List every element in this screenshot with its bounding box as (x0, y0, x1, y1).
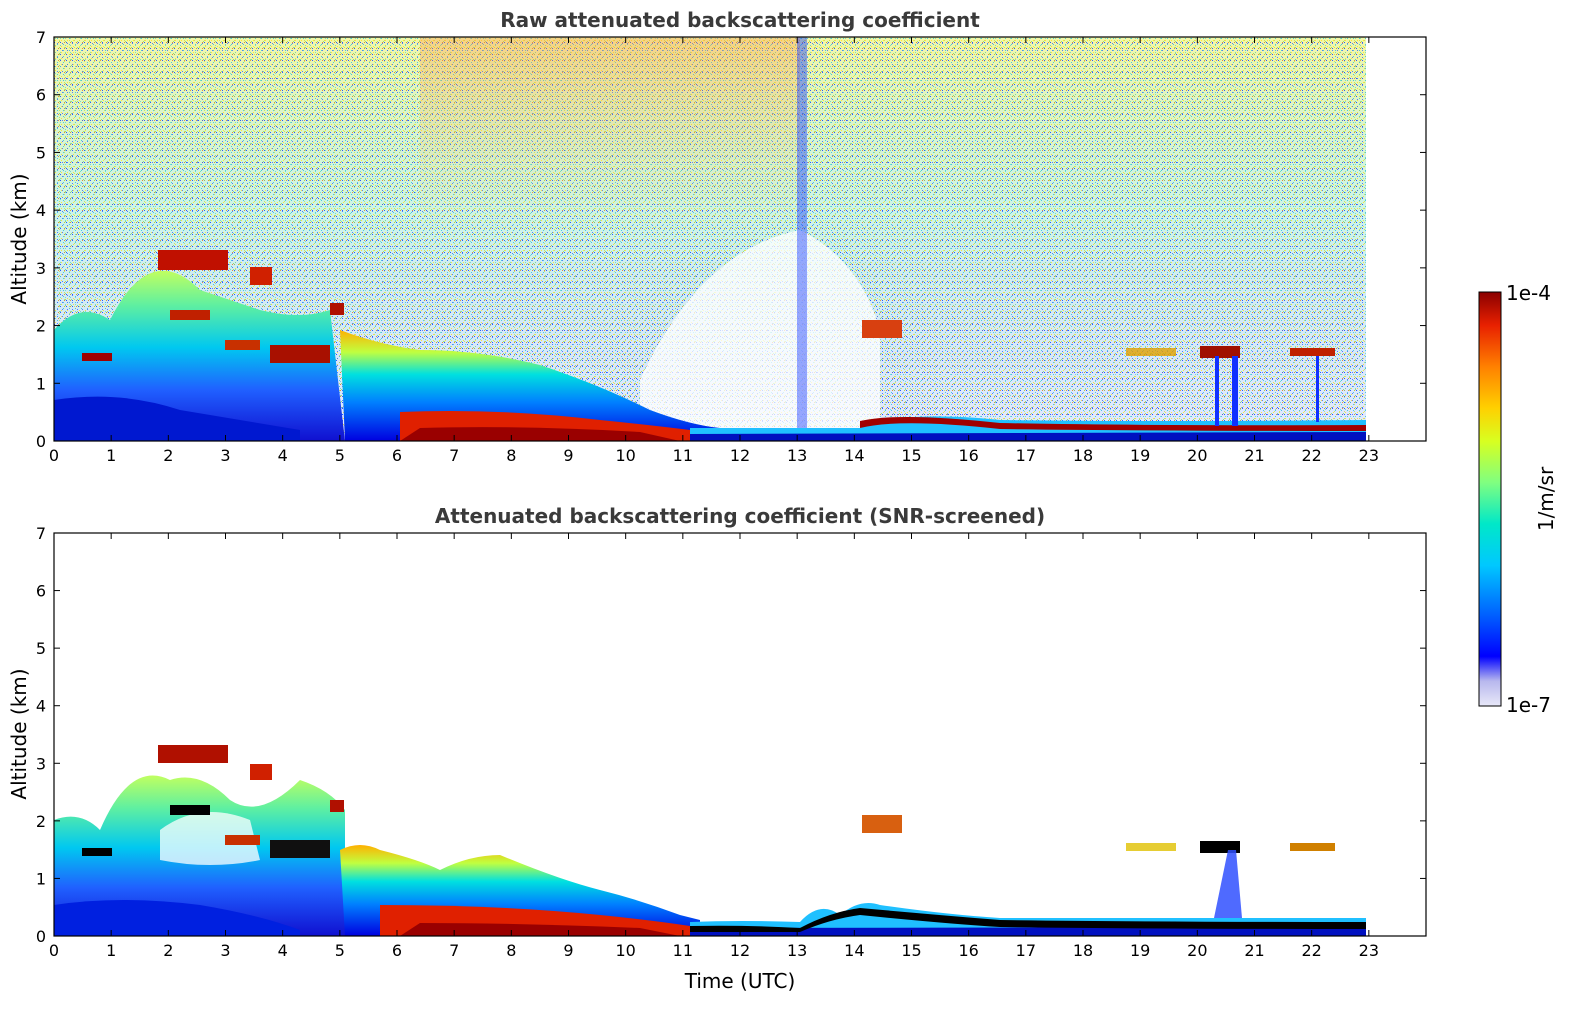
snr-panel-title: Attenuated backscattering coefficient (S… (435, 504, 1045, 528)
x-tick-label: 4 (278, 446, 288, 465)
x-tick-label: 22 (1301, 941, 1321, 960)
y-tick-label: 5 (36, 143, 46, 162)
x-tick-label: 23 (1359, 446, 1379, 465)
y-tick-label: 6 (36, 582, 46, 601)
x-tick-label: 2 (163, 446, 173, 465)
colorbar-max-label: 1e-4 (1506, 281, 1551, 305)
snr-heatmap-image (54, 745, 1366, 936)
colorbar: 1e-4 1e-7 1/m/sr (1478, 281, 1558, 717)
x-tick-label: 11 (673, 941, 693, 960)
x-tick-label: 6 (392, 446, 402, 465)
x-tick-label: 1 (106, 941, 116, 960)
x-tick-label: 18 (1073, 446, 1093, 465)
snr-y-axis: 0 1 2 3 4 5 6 7 (36, 524, 1426, 946)
x-tick-label: 21 (1244, 446, 1264, 465)
x-tick-label: 20 (1187, 446, 1207, 465)
x-tick-label: 20 (1187, 941, 1207, 960)
snr-y-axis-label: Altitude (km) (7, 668, 31, 799)
x-tick-label: 22 (1301, 446, 1321, 465)
x-tick-label: 1 (106, 446, 116, 465)
x-tick-label: 5 (335, 446, 345, 465)
x-tick-label: 7 (449, 446, 459, 465)
x-tick-label: 9 (563, 446, 573, 465)
x-tick-label: 23 (1359, 941, 1379, 960)
y-tick-label: 1 (36, 374, 46, 393)
x-tick-label: 11 (673, 446, 693, 465)
y-tick-label: 5 (36, 639, 46, 658)
y-tick-label: 0 (36, 432, 46, 451)
raw-heatmap-image (54, 37, 1426, 441)
x-tick-label: 2 (163, 941, 173, 960)
y-tick-label: 4 (36, 201, 46, 220)
y-tick-label: 3 (36, 754, 46, 773)
x-tick-label: 18 (1073, 941, 1093, 960)
colorbar-min-label: 1e-7 (1506, 693, 1551, 717)
y-tick-label: 4 (36, 697, 46, 716)
x-tick-label: 3 (220, 446, 230, 465)
x-tick-label: 0 (49, 446, 59, 465)
x-tick-label: 5 (335, 941, 345, 960)
x-tick-label: 0 (49, 941, 59, 960)
colorbar-scale (1478, 291, 1502, 707)
x-tick-label: 19 (1130, 941, 1150, 960)
x-tick-label: 14 (844, 446, 864, 465)
x-tick-label: 14 (844, 941, 864, 960)
x-tick-label: 12 (730, 941, 750, 960)
x-tick-label: 13 (787, 941, 807, 960)
raw-backscatter-panel: Raw attenuated backscattering coefficien… (7, 8, 1427, 465)
y-tick-label: 0 (36, 927, 46, 946)
x-tick-label: 9 (563, 941, 573, 960)
x-tick-label: 15 (901, 941, 921, 960)
x-tick-label: 19 (1130, 446, 1150, 465)
x-tick-label: 10 (615, 446, 635, 465)
colorbar-unit-label: 1/m/sr (1534, 466, 1558, 531)
x-tick-label: 7 (449, 941, 459, 960)
y-tick-label: 1 (36, 869, 46, 888)
y-tick-label: 7 (36, 28, 46, 47)
raw-y-axis: 0 1 2 3 4 5 6 7 (36, 28, 1426, 451)
x-tick-label: 15 (901, 446, 921, 465)
x-tick-label: 16 (958, 446, 978, 465)
x-tick-label: 21 (1244, 941, 1264, 960)
raw-panel-title: Raw attenuated backscattering coefficien… (500, 8, 980, 32)
x-tick-label: 10 (615, 941, 635, 960)
x-tick-label: 8 (506, 941, 516, 960)
x-tick-label: 13 (787, 446, 807, 465)
x-tick-label: 16 (958, 941, 978, 960)
y-tick-label: 6 (36, 86, 46, 105)
x-tick-label: 8 (506, 446, 516, 465)
x-tick-label: 4 (278, 941, 288, 960)
x-tick-label: 6 (392, 941, 402, 960)
y-tick-label: 7 (36, 524, 46, 543)
x-tick-label: 17 (1016, 446, 1036, 465)
x-axis-label: Time (UTC) (684, 969, 796, 993)
raw-x-axis: 0 1 2 3 4 5 6 7 8 9 10 11 12 13 14 15 16 17 18 19 20 21 22 23 (49, 37, 1379, 465)
x-tick-label: 3 (220, 941, 230, 960)
y-tick-label: 3 (36, 259, 46, 278)
raw-y-axis-label: Altitude (km) (7, 173, 31, 304)
x-tick-label: 17 (1016, 941, 1036, 960)
snr-screened-panel: Attenuated backscattering coefficient (S… (7, 504, 1427, 993)
y-tick-label: 2 (36, 812, 46, 831)
x-tick-label: 12 (730, 446, 750, 465)
snr-x-axis: 0 1 2 3 4 5 6 7 8 9 10 11 12 13 14 15 16 17 18 19 20 21 22 23 (49, 533, 1379, 960)
y-tick-label: 2 (36, 317, 46, 336)
